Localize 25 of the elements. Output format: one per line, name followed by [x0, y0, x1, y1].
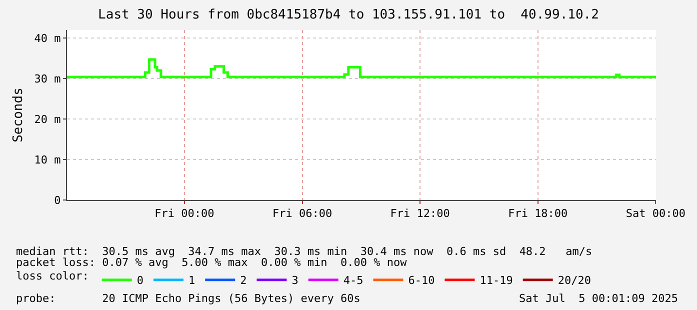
legend-title: loss color: — [16, 270, 89, 283]
x-tick-label: Fri 18:00 — [508, 207, 568, 220]
chart-title: Last 30 Hours from 0bc8415187b4 to 103.155.91.101 to 40.99.10.2 — [98, 8, 599, 22]
legend-label: 6-10 — [408, 274, 435, 288]
x-tick-label: Fri 06:00 — [272, 207, 332, 220]
text: Sat Jul 5 00:01:09 2025 — [519, 292, 678, 305]
legend-label: 11-19 — [480, 274, 513, 288]
legend-label: 0 — [136, 274, 144, 288]
text: median rtt: 30.5 ms avg 34.7 ms max 30.3 ms min 30.4 ms now 0.6 ms sd 48.2 am/s — [16, 245, 592, 258]
legend-label: 3 — [292, 274, 298, 288]
y-tick-label: 20 m — [34, 112, 62, 126]
legend-label: 1 — [188, 274, 196, 288]
text: packet loss: 0.07 % avg 5.00 % max 0.00 % min 0.00 % now — [16, 256, 408, 269]
legend-label: 20/20 — [558, 274, 591, 288]
x-tick-label: Fri 00:00 — [154, 207, 214, 220]
y-tick-label: 10 m — [34, 153, 62, 166]
x-tick-label: Sat 00:00 — [626, 207, 686, 220]
y-axis-title: Seconds — [11, 88, 26, 142]
text: probe: 20 ICMP Echo Pings (56 Bytes) every 60s — [16, 292, 360, 305]
legend-label: 4-5 — [343, 274, 364, 288]
y-tick-label: 0 — [54, 194, 61, 207]
legend-label: 2 — [240, 274, 247, 288]
y-tick-label: 40 m — [34, 32, 62, 45]
x-tick-label: Fri 12:00 — [390, 207, 450, 220]
y-tick-label: 30 m — [34, 72, 62, 86]
